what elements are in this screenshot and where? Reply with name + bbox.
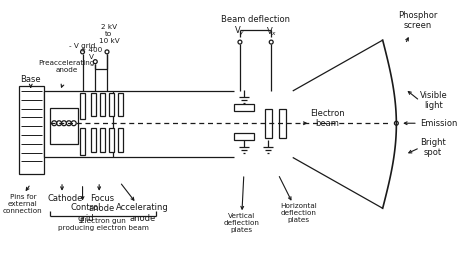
- Text: Horizontal
deflection
plates: Horizontal deflection plates: [280, 203, 317, 223]
- Text: Control
grid: Control grid: [70, 203, 101, 223]
- Text: - V grid: - V grid: [69, 43, 96, 49]
- Text: Visible
light: Visible light: [420, 91, 447, 111]
- Text: + 400
V: + 400 V: [80, 47, 102, 60]
- Bar: [279, 109, 286, 138]
- Text: Accelerating
anode: Accelerating anode: [116, 203, 169, 223]
- Text: Emission: Emission: [420, 119, 457, 128]
- Bar: [91, 128, 96, 152]
- Text: Beam deflection: Beam deflection: [221, 15, 290, 25]
- Bar: [234, 133, 254, 140]
- Text: V$_y$: V$_y$: [234, 25, 246, 38]
- Text: V$_x$: V$_x$: [265, 26, 277, 38]
- Bar: [19, 86, 45, 174]
- Bar: [80, 128, 85, 155]
- Bar: [50, 108, 78, 144]
- Bar: [100, 93, 105, 116]
- Text: Pins for
external
connection: Pins for external connection: [3, 194, 43, 214]
- Text: Focus
anode: Focus anode: [89, 194, 115, 213]
- Text: Bright
spot: Bright spot: [420, 138, 446, 157]
- Bar: [45, 91, 113, 158]
- Text: Base: Base: [20, 75, 41, 84]
- Text: Vertical
deflection
plates: Vertical deflection plates: [224, 213, 260, 233]
- Text: Electron gun
producing electron beam: Electron gun producing electron beam: [58, 218, 148, 231]
- Bar: [118, 128, 123, 152]
- Text: 2 kV
to
10 kV: 2 kV to 10 kV: [99, 24, 119, 44]
- Bar: [91, 93, 96, 116]
- Text: Phosphor
screen: Phosphor screen: [398, 11, 438, 30]
- Bar: [80, 93, 85, 119]
- Text: Cathode: Cathode: [47, 194, 82, 203]
- Bar: [234, 104, 254, 111]
- Text: Electron
beam: Electron beam: [310, 109, 345, 128]
- Bar: [109, 93, 114, 116]
- Bar: [118, 93, 123, 116]
- Bar: [109, 128, 114, 152]
- Text: Preaccelerating
anode: Preaccelerating anode: [38, 60, 95, 73]
- Bar: [100, 128, 105, 152]
- Bar: [265, 109, 272, 138]
